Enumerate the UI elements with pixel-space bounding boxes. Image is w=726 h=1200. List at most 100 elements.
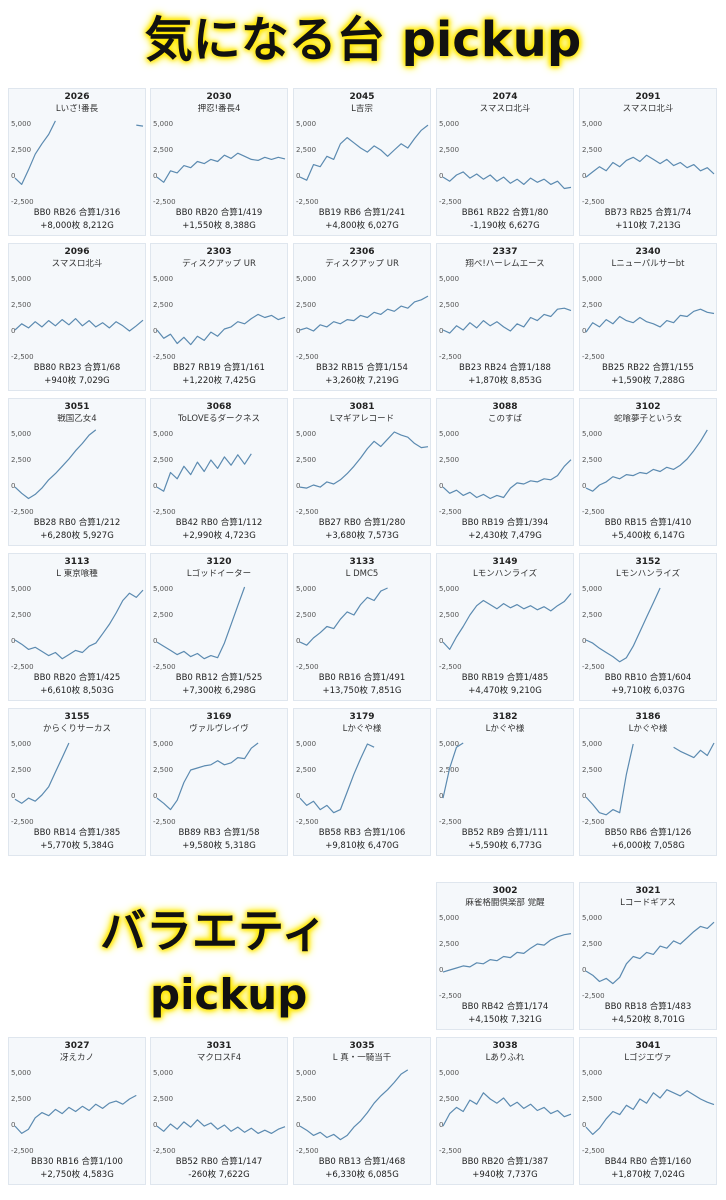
- y-tick-label: -2,500: [582, 353, 605, 361]
- machine-number: 3169: [206, 712, 232, 722]
- y-tick-label: 5,000: [582, 275, 602, 283]
- y-tick-label: 5,000: [153, 275, 173, 283]
- payout-chart: 5,000 2,500 0 -2,500: [296, 120, 429, 206]
- payout-chart: 5,000 2,500 0 -2,500: [153, 275, 286, 361]
- bonus-stats: BB52 RB0 合算1/147: [175, 1157, 263, 1167]
- y-tick-label: 2,500: [11, 611, 31, 619]
- y-tick-label: 0: [582, 1121, 586, 1129]
- machine-card: 3133 L DMC5 5,000 2,500 0 -2,500 BB0 RB16 合算1/…: [293, 553, 431, 701]
- variety-heading-pickup: pickup: [150, 970, 308, 1019]
- machine-name: 戦国乙女4: [57, 414, 97, 424]
- payout-chart: 5,000 2,500 0 -2,500: [582, 275, 715, 361]
- y-tick-label: 5,000: [439, 120, 459, 128]
- y-tick-label: 5,000: [439, 275, 459, 283]
- bonus-stats: BB0 RB20 合算1/387: [461, 1157, 549, 1167]
- y-tick-label: 2,500: [153, 766, 173, 774]
- machine-number: 3035: [349, 1041, 375, 1051]
- y-tick-label: 0: [296, 1121, 300, 1129]
- machine-card: 2074 スマスロ北斗 5,000 2,500 0 -2,500 BB61 RB22 合算1…: [436, 88, 574, 236]
- payout-line: [14, 742, 70, 804]
- y-tick-label: 5,000: [11, 585, 31, 593]
- result-stats: +6,000枚 7,058G: [611, 841, 685, 851]
- machine-name: Lいざ!番長: [55, 104, 99, 114]
- machine-number: 3041: [635, 1041, 661, 1051]
- result-stats: +4,150枚 7,321G: [468, 1015, 542, 1025]
- bonus-stats: BB25 RB22 合算1/155: [602, 363, 694, 373]
- y-tick-label: -2,500: [582, 508, 605, 516]
- payout-chart: 5,000 2,500 0 -2,500: [153, 430, 252, 516]
- payout-chart: 5,000 2,500 0 -2,500: [582, 120, 715, 206]
- machine-card: 2303 ディスクアップ UR 5,000 2,500 0 -2,500 BB27 RB19…: [150, 243, 288, 391]
- machine-number: 2303: [206, 247, 232, 257]
- y-tick-label: 0: [11, 172, 15, 180]
- machine-card: 3120 Lゴッドイーター 5,000 2,500 0 -2,500 BB0 RB12 合算…: [150, 553, 288, 701]
- y-tick-label: 0: [11, 637, 15, 645]
- y-tick-label: 0: [296, 482, 300, 490]
- machine-name: Lありふれ: [485, 1053, 525, 1063]
- result-stats: +1,220枚 7,425G: [182, 376, 256, 386]
- y-tick-label: 5,000: [296, 585, 316, 593]
- bonus-stats: BB19 RB6 合算1/241: [318, 208, 406, 218]
- bonus-stats: BB80 RB23 合算1/68: [33, 363, 121, 373]
- machine-name: このすば: [487, 414, 522, 424]
- machine-number: 2340: [635, 247, 661, 257]
- payout-chart: 5,000 2,500 0 -2,500: [439, 585, 572, 671]
- payout-line: [14, 589, 144, 660]
- machine-name: Lマギアレコード: [329, 414, 395, 424]
- y-tick-label: 0: [582, 482, 586, 490]
- y-tick-label: 0: [11, 327, 15, 335]
- y-tick-label: 5,000: [296, 740, 316, 748]
- y-tick-label: -2,500: [439, 818, 462, 826]
- y-tick-label: 5,000: [296, 120, 316, 128]
- bonus-stats: BB0 RB42 合算1/174: [461, 1002, 549, 1012]
- y-tick-label: 2,500: [439, 1095, 459, 1103]
- y-tick-label: 5,000: [439, 1069, 459, 1077]
- machine-number: 2074: [492, 92, 518, 102]
- result-stats: +8,000枚 8,212G: [40, 221, 114, 231]
- payout-chart: 5,000 2,500 0 -2,500: [153, 1069, 286, 1155]
- payout-line: [585, 742, 715, 816]
- machine-name: スマスロ北斗: [479, 104, 531, 114]
- y-tick-label: 5,000: [11, 1069, 31, 1077]
- result-stats: +1,870枚 7,024G: [611, 1170, 685, 1180]
- bonus-stats: BB0 RB20 合算1/425: [33, 673, 121, 683]
- machine-number: 3021: [635, 886, 661, 896]
- y-tick-label: -2,500: [153, 818, 176, 826]
- bonus-stats: BB27 RB0 合算1/280: [318, 518, 406, 528]
- y-tick-label: 5,000: [582, 1069, 602, 1077]
- y-tick-label: 5,000: [11, 275, 31, 283]
- y-tick-label: 0: [582, 327, 586, 335]
- payout-chart: 5,000 2,500 0 -2,500: [582, 585, 661, 671]
- bonus-stats: BB52 RB9 合算1/111: [461, 828, 549, 838]
- payout-line: [585, 429, 708, 492]
- y-tick-label: 2,500: [11, 1095, 31, 1103]
- bonus-stats: BB30 RB16 合算1/100: [31, 1157, 123, 1167]
- payout-chart: 5,000 2,500 0 -2,500: [582, 429, 708, 516]
- machine-card: 3027 冴えカノ 5,000 2,500 0 -2,500 BB30 RB16 合算1/1…: [8, 1037, 146, 1185]
- y-tick-label: -2,500: [296, 353, 319, 361]
- machine-card: 3152 Lモンハンライズ 5,000 2,500 0 -2,500 BB0 RB10 合算…: [579, 553, 717, 701]
- payout-line: [14, 120, 144, 185]
- payout-chart: 5,000 2,500 0 -2,500: [11, 275, 144, 361]
- payout-chart: 5,000 2,500 0 -2,500: [11, 1069, 137, 1155]
- bonus-stats: BB28 RB0 合算1/212: [33, 518, 121, 528]
- result-stats: -260枚 7,622G: [188, 1170, 250, 1180]
- machine-card: 2306 ディスクアップ UR 5,000 2,500 0 -2,500 BB32 RB15…: [293, 243, 431, 391]
- bonus-stats: BB32 RB15 合算1/154: [316, 363, 408, 373]
- machine-name: Lかぐや様: [485, 724, 525, 734]
- machine-number: 3186: [635, 712, 661, 722]
- y-tick-label: 5,000: [582, 585, 602, 593]
- machine-name: 蛇喰夢子という女: [613, 414, 682, 424]
- payout-chart: 5,000 2,500 0 -2,500: [296, 740, 375, 826]
- y-tick-label: 5,000: [296, 1069, 316, 1077]
- machine-number: 2030: [206, 92, 232, 102]
- y-tick-label: 2,500: [582, 1095, 602, 1103]
- y-tick-label: 5,000: [439, 914, 459, 922]
- y-tick-label: 2,500: [153, 1095, 173, 1103]
- payout-chart: 5,000 2,500 0 -2,500: [11, 429, 97, 516]
- bonus-stats: BB50 RB6 合算1/126: [604, 828, 692, 838]
- y-tick-label: 2,500: [11, 766, 31, 774]
- machine-card: 3182 Lかぐや様 5,000 2,500 0 -2,500 BB52 RB9 合算1/1…: [436, 708, 574, 856]
- machine-card: 3035 L 真・一騎当千 5,000 2,500 0 -2,500 BB0 RB13 合算…: [293, 1037, 431, 1185]
- variety-heading: バラエティ: [100, 904, 328, 958]
